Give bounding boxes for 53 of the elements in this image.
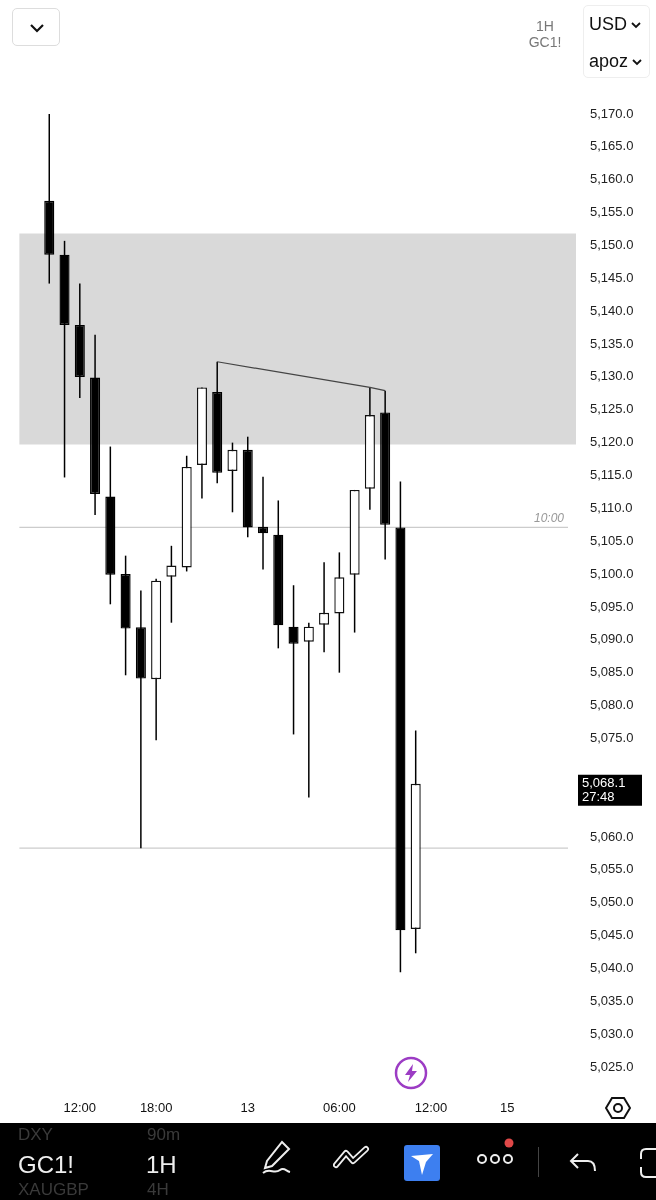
y-tick-label: 5,055.0 <box>590 861 634 877</box>
chart-title: 1H <box>536 18 554 34</box>
text: apoz <box>589 51 630 72</box>
y-tick-label: 5,165.0 <box>590 138 634 154</box>
y-tick-label: 5,095.0 <box>590 598 634 614</box>
y-tick-label: 5,035.0 <box>590 992 634 1008</box>
candlestick <box>257 476 269 571</box>
text: 90m <box>147 1125 181 1145</box>
y-tick-label: 5,125.0 <box>590 401 634 417</box>
y-tick-label: 5,045.0 <box>590 927 634 943</box>
annotation: 10:00 <box>533 510 565 525</box>
y-tick-label: 5,050.0 <box>590 894 634 910</box>
y-tick-label: 5,130.0 <box>590 368 634 384</box>
y-tick-label: 5,120.0 <box>590 434 634 450</box>
y-tick-label: 5,155.0 <box>590 204 634 220</box>
y-tick-label: 5,115.0 <box>590 467 633 483</box>
text: 1H <box>146 1151 177 1179</box>
chart-subtitle: GC1! <box>528 34 562 50</box>
x-tick-label: 18:00 <box>139 1100 173 1116</box>
x-tick-label: 12:00 <box>63 1100 97 1116</box>
y-tick-label: 5,090.0 <box>590 631 634 647</box>
x-tick-label: 15 <box>500 1100 515 1116</box>
text: 5,068.1 <box>582 775 626 791</box>
y-tick-label: 5,140.0 <box>590 302 634 318</box>
y-tick-label: 5,075.0 <box>590 729 634 745</box>
y-tick-label: 5,100.0 <box>590 565 634 581</box>
text: 4H <box>147 1180 169 1200</box>
y-tick-label: 5,080.0 <box>590 697 634 713</box>
y-tick-label: 5,160.0 <box>590 171 634 187</box>
x-tick-label: 12:00 <box>414 1100 448 1116</box>
y-tick-label: 5,025.0 <box>590 1058 634 1074</box>
text: 27:48 <box>582 789 615 805</box>
candlestick <box>227 441 238 514</box>
y-tick-label: 5,085.0 <box>590 664 634 680</box>
text: DXY <box>18 1125 53 1145</box>
y-tick-label: 5,105.0 <box>590 532 634 548</box>
y-tick-label: 5,170.0 <box>590 105 634 121</box>
y-tick-label: 5,135.0 <box>590 335 634 351</box>
candlestick <box>288 584 299 736</box>
text: USD <box>589 14 628 35</box>
x-tick-label: 13 <box>240 1100 255 1116</box>
candlestick <box>319 561 330 654</box>
y-tick-label: 5,150.0 <box>590 237 634 253</box>
y-tick-label: 5,060.0 <box>590 828 634 844</box>
text: GC1! <box>18 1151 75 1179</box>
y-tick-label: 5,030.0 <box>590 1025 634 1041</box>
candlestick <box>303 621 314 799</box>
x-tick-label: 06:00 <box>323 1100 356 1116</box>
candlestick <box>166 545 177 624</box>
y-tick-label: 5,110.0 <box>590 499 633 515</box>
y-tick-label: 5,145.0 <box>590 269 634 285</box>
text: XAUGBP <box>18 1180 89 1200</box>
y-tick-label: 5,040.0 <box>590 959 634 975</box>
